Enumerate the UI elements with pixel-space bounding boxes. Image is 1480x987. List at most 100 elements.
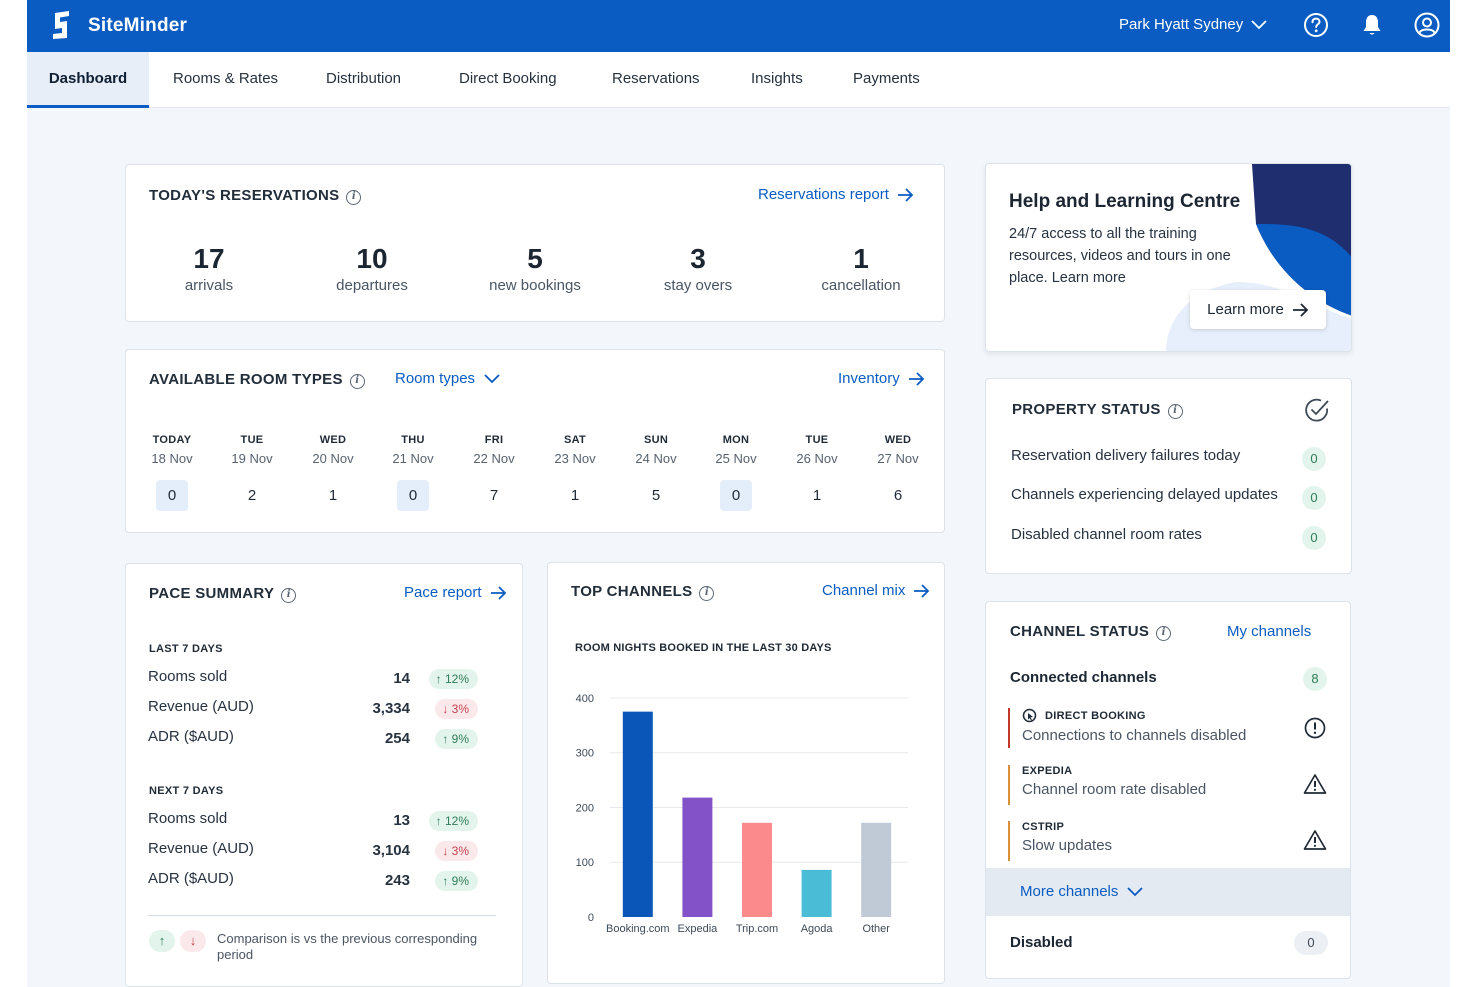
tab-insights[interactable]: Insights bbox=[751, 70, 803, 87]
warning-triangle-icon bbox=[1303, 830, 1327, 850]
legend-badges: ↑ ↓ bbox=[149, 930, 206, 952]
more-channels-toggle[interactable]: More channels bbox=[1020, 883, 1144, 900]
top-channels-bar-chart: 0 100 200 300 400 Booking.com Expedia Trip.com A… bbox=[576, 693, 908, 935]
pace-summary-title: PACE SUMMARY bbox=[149, 585, 275, 602]
inventory-link[interactable]: Inventory bbox=[838, 370, 925, 387]
change-badge: ↑ 9% bbox=[435, 729, 478, 749]
day-name: TUE bbox=[240, 434, 264, 446]
more-channels-band bbox=[986, 868, 1350, 916]
day-availability[interactable]: 5 bbox=[651, 487, 661, 504]
tab-payments[interactable]: Payments bbox=[853, 70, 920, 87]
day-availability[interactable]: 1 bbox=[812, 487, 822, 504]
chevron-down-icon bbox=[1251, 19, 1267, 29]
bell-icon[interactable] bbox=[1359, 12, 1385, 38]
channel-name: EXPEDIA bbox=[1022, 765, 1073, 777]
stat-value: 10 bbox=[356, 243, 388, 274]
change-value: 12% bbox=[444, 814, 469, 828]
change-value: 3% bbox=[451, 844, 469, 858]
todays-reservations-card: TODAY'S RESERVATIONS i Reservations repor… bbox=[125, 164, 945, 322]
bar bbox=[622, 711, 653, 917]
channel-item-expedia[interactable]: EXPEDIA Channel room rate disabled bbox=[1008, 765, 1328, 805]
tab-direct-booking[interactable]: Direct Booking bbox=[459, 70, 557, 87]
tab-dashboard[interactable]: Dashboard bbox=[27, 52, 149, 108]
change-badge: ↓ 3% bbox=[435, 699, 478, 719]
property-status-row[interactable]: Channels experiencing delayed updates 0 bbox=[1011, 486, 1326, 510]
channel-status-title: CHANNEL STATUS bbox=[1010, 623, 1150, 640]
pace-value: 14 bbox=[393, 670, 410, 687]
help-icon[interactable] bbox=[1303, 12, 1329, 38]
pace-report-link[interactable]: Pace report bbox=[404, 584, 507, 601]
status-label: Disabled channel room rates bbox=[1011, 526, 1202, 543]
learn-more-label: Learn more bbox=[1207, 301, 1284, 318]
top-channels-title: TOP CHANNELS bbox=[571, 583, 693, 600]
user-icon[interactable] bbox=[1414, 12, 1440, 38]
day-date: 26 Nov bbox=[796, 451, 838, 466]
property-status-row[interactable]: Reservation delivery failures today 0 bbox=[1011, 447, 1326, 471]
my-channels-link[interactable]: My channels bbox=[1227, 623, 1312, 640]
day-availability[interactable]: 6 bbox=[893, 487, 903, 504]
day-availability[interactable]: 1 bbox=[328, 487, 338, 504]
day-date: 19 Nov bbox=[231, 451, 273, 466]
help-title: Help and Learning Centre bbox=[1009, 191, 1241, 212]
direct-booking-icon bbox=[1022, 708, 1037, 723]
channel-item-cstrip[interactable]: CSTRIP Slow updates bbox=[1008, 821, 1328, 861]
property-selector[interactable]: Park Hyatt Sydney bbox=[1119, 16, 1267, 33]
day-name: SUN bbox=[643, 434, 669, 446]
x-tick-label: Expedia bbox=[678, 923, 719, 935]
day-availability[interactable]: 0 bbox=[397, 480, 429, 511]
day-name: WED bbox=[319, 434, 347, 446]
connected-count-badge: 8 bbox=[1303, 667, 1327, 691]
day-column: WED 27 Nov 6 bbox=[863, 434, 933, 511]
day-availability[interactable]: 1 bbox=[570, 487, 580, 504]
bar bbox=[742, 822, 772, 917]
change-value: 9% bbox=[451, 874, 469, 888]
change-badge: ↓ 3% bbox=[435, 841, 478, 861]
channel-item-direct-booking[interactable]: DIRECT BOOKING Connections to channels d… bbox=[1008, 708, 1328, 748]
reservations-report-link[interactable]: Reservations report bbox=[758, 186, 914, 203]
day-availability[interactable]: 0 bbox=[720, 480, 752, 511]
learn-more-button[interactable]: Learn more bbox=[1190, 290, 1326, 329]
property-status-row[interactable]: Disabled channel room rates 0 bbox=[1011, 526, 1326, 550]
status-count-badge: 0 bbox=[1302, 447, 1326, 471]
change-value: 12% bbox=[444, 672, 469, 686]
day-name: TODAY bbox=[152, 434, 192, 446]
top-bar: SiteMinder Park Hyatt Sydney bbox=[27, 0, 1450, 52]
info-icon[interactable]: i bbox=[1156, 626, 1172, 641]
y-tick-label: 200 bbox=[576, 802, 594, 814]
day-column: SAT 23 Nov 1 bbox=[540, 434, 610, 511]
day-column: TUE 26 Nov 1 bbox=[782, 434, 852, 511]
day-name: TUE bbox=[805, 434, 829, 446]
card-title: CHANNEL STATUS i bbox=[1010, 623, 1172, 641]
change-value: 9% bbox=[451, 732, 469, 746]
tab-reservations[interactable]: Reservations bbox=[612, 70, 700, 87]
card-title: PACE SUMMARY i bbox=[149, 585, 297, 603]
channel-issue: Connections to channels disabled bbox=[1022, 727, 1247, 744]
channel-mix-link[interactable]: Channel mix bbox=[822, 582, 930, 599]
brand-name[interactable]: SiteMinder bbox=[88, 15, 188, 36]
pace-label: Rooms sold bbox=[148, 810, 228, 827]
tab-distribution[interactable]: Distribution bbox=[326, 70, 402, 87]
property-status-title: PROPERTY STATUS bbox=[1012, 401, 1161, 418]
pace-label: ADR ($AUD) bbox=[148, 870, 234, 887]
chevron-down-icon bbox=[1127, 886, 1144, 896]
pace-summary-card: PACE SUMMARY i Pace report LAST 7 DAYS Ro… bbox=[125, 563, 523, 987]
info-icon[interactable]: i bbox=[346, 190, 362, 205]
channel-mix-label: Channel mix bbox=[822, 582, 906, 599]
info-icon[interactable]: i bbox=[349, 374, 365, 389]
day-availability[interactable]: 2 bbox=[247, 487, 257, 504]
pace-row: ADR ($AUD) 243 ↑ 9% bbox=[148, 869, 500, 891]
info-icon[interactable]: i bbox=[699, 586, 715, 601]
room-types-dropdown[interactable]: Room types bbox=[395, 370, 501, 387]
day-name: MON bbox=[722, 434, 750, 446]
day-availability[interactable]: 0 bbox=[156, 480, 188, 511]
info-icon[interactable]: i bbox=[281, 588, 297, 603]
stat-new-bookings: 5 new bookings bbox=[460, 243, 610, 294]
disabled-channels-label: Disabled bbox=[1010, 934, 1073, 951]
info-icon[interactable]: i bbox=[1167, 404, 1183, 419]
pace-value: 3,104 bbox=[372, 842, 410, 859]
main-nav: Dashboard Rooms & Rates Distribution Dir… bbox=[27, 52, 1450, 108]
tab-rooms-rates[interactable]: Rooms & Rates bbox=[173, 70, 279, 87]
day-availability[interactable]: 7 bbox=[489, 487, 499, 504]
channel-issue: Slow updates bbox=[1022, 837, 1113, 854]
stat-stay-overs: 3 stay overs bbox=[623, 243, 773, 294]
